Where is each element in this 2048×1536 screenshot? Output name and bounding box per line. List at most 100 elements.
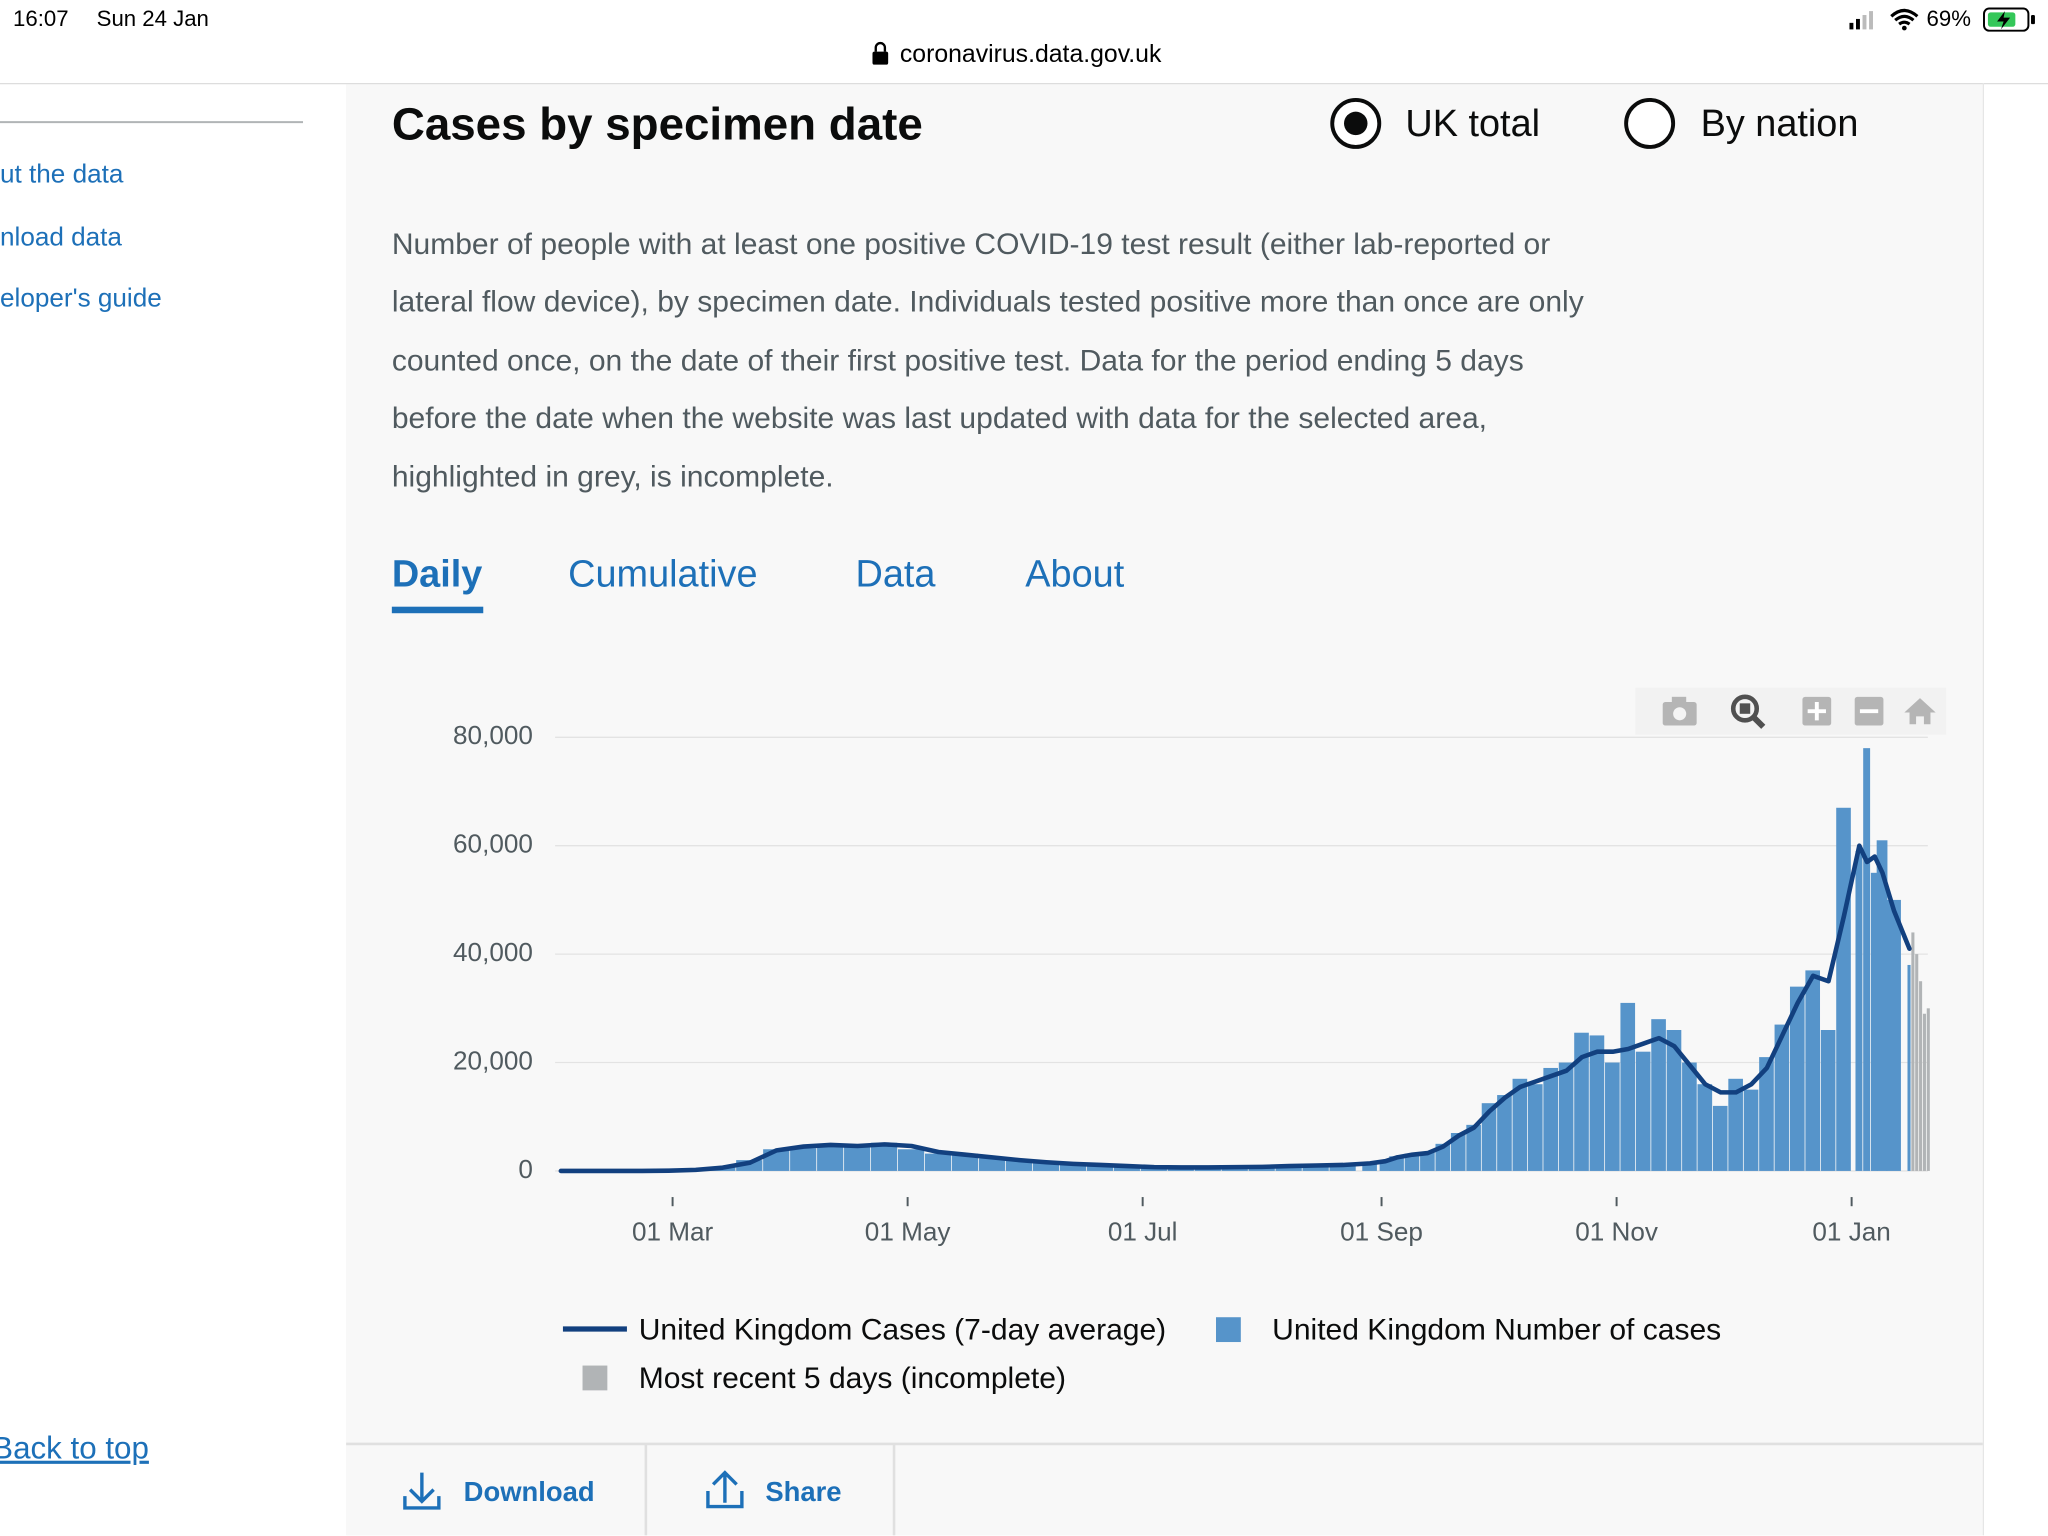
bar: [1774, 1024, 1790, 1171]
zoom-icon[interactable]: [1730, 694, 1766, 729]
bar: [1086, 1165, 1113, 1171]
bar: [790, 1148, 817, 1171]
bar: [1329, 1164, 1356, 1171]
legend-swatch: [1216, 1317, 1241, 1343]
tab[interactable]: About: [1025, 554, 1124, 596]
bar: [1805, 970, 1821, 1171]
home-icon[interactable]: [1904, 698, 1936, 725]
back-to-top[interactable]: Back to top: [0, 1431, 149, 1466]
radio-dot: [1344, 111, 1368, 136]
radio-label[interactable]: UK total: [1405, 103, 1540, 145]
sidebar-link[interactable]: ut the data: [0, 159, 124, 189]
bar: [1886, 899, 1901, 1171]
bar: [1728, 1078, 1743, 1171]
bar: [1113, 1166, 1140, 1171]
bar: [1855, 851, 1863, 1171]
bar: [951, 1153, 979, 1171]
bar: [1919, 981, 1923, 1171]
bar: [1379, 1160, 1391, 1171]
bar: [1907, 964, 1911, 1171]
bar: [1922, 1013, 1926, 1171]
bar: [1759, 1057, 1774, 1171]
bar: [1620, 1002, 1636, 1171]
bar: [1275, 1165, 1302, 1171]
bar: [897, 1149, 925, 1171]
y-tick-label: 20,000: [453, 1045, 533, 1075]
x-tick-label: 01 Nov: [1575, 1217, 1658, 1247]
bar: [1543, 1067, 1559, 1171]
wifi-icon: [1890, 8, 1919, 26]
bar: [736, 1160, 763, 1171]
bar: [1876, 840, 1888, 1171]
battery-icon: [1983, 7, 2035, 32]
bar: [1032, 1162, 1060, 1171]
sidebar-link[interactable]: nload data: [0, 221, 122, 251]
legend-label: Most recent 5 days (incomplete): [639, 1362, 1066, 1395]
bar: [1420, 1151, 1435, 1171]
tab[interactable]: Cumulative: [568, 554, 757, 596]
bar: [1820, 1030, 1836, 1171]
x-tick-label: 01 Mar: [632, 1217, 714, 1247]
bar: [1789, 986, 1805, 1171]
share-button[interactable]: Share: [765, 1476, 841, 1507]
zoom-out-icon[interactable]: [1854, 696, 1884, 726]
tab[interactable]: Data: [856, 554, 937, 596]
bar: [924, 1153, 952, 1171]
line: [558, 843, 1912, 1174]
status-date: Sun 24 Jan: [97, 6, 209, 31]
card-background: [346, 82, 1983, 1536]
camera-icon[interactable]: [1662, 696, 1697, 726]
x-tick-label: 01 Jul: [1108, 1217, 1178, 1247]
signal-icon: [1849, 11, 1873, 30]
description-line: counted once, on the date of their first…: [392, 344, 1524, 377]
description-line: highlighted in grey, is incomplete.: [392, 461, 834, 494]
bar: [1059, 1164, 1087, 1171]
legend-label: United Kingdom Cases (7-day average): [639, 1314, 1166, 1347]
x-tick-label: 01 May: [865, 1217, 951, 1247]
bar: [1558, 1062, 1574, 1171]
url[interactable]: coronavirus.data.gov.uk: [900, 41, 1162, 68]
bar: [1915, 954, 1919, 1171]
radio-label[interactable]: By nation: [1701, 103, 1859, 145]
share-icon[interactable]: [706, 1470, 744, 1509]
bar: [1863, 748, 1871, 1171]
bar: [1712, 1105, 1728, 1171]
bar: [1404, 1153, 1420, 1171]
bar: [1497, 1095, 1512, 1171]
battery-percent: 69%: [1927, 6, 1971, 31]
bar: [1635, 1051, 1651, 1171]
bar: [844, 1145, 871, 1171]
x-tick-label: 01 Jan: [1812, 1217, 1890, 1247]
legend-swatch: [582, 1365, 608, 1391]
toolbar-icons: [1662, 694, 1936, 729]
description-line: Number of people with at least one posit…: [392, 228, 1550, 261]
wifi-dot: [1901, 25, 1907, 31]
description-line: before the date when the website was las…: [392, 402, 1487, 435]
bar: [1527, 1084, 1543, 1171]
bar: [1574, 1032, 1589, 1171]
tab-active[interactable]: Daily: [392, 554, 483, 596]
bar: [1481, 1103, 1497, 1171]
bar: [1362, 1162, 1377, 1171]
y-tick-label: 60,000: [453, 829, 533, 859]
sidebar-link[interactable]: eloper's guide: [0, 283, 162, 313]
download-button[interactable]: Download: [464, 1476, 595, 1507]
bar: [1926, 1008, 1930, 1171]
bar: [1911, 932, 1915, 1171]
tab-underline: [391, 606, 484, 614]
download-icon[interactable]: [403, 1472, 441, 1510]
bar: [1605, 1062, 1620, 1171]
bar: [1466, 1124, 1481, 1171]
bar: [1005, 1160, 1033, 1171]
zoom-in-icon[interactable]: [1802, 696, 1832, 726]
status-time: 16:07: [13, 6, 69, 31]
bar: [1743, 1089, 1759, 1171]
bar: [1512, 1078, 1528, 1171]
bar: [817, 1146, 844, 1171]
bar: [871, 1142, 898, 1171]
x-tick-label: 01 Sep: [1340, 1217, 1423, 1247]
bar: [1302, 1165, 1329, 1171]
radio[interactable]: [1624, 97, 1676, 149]
